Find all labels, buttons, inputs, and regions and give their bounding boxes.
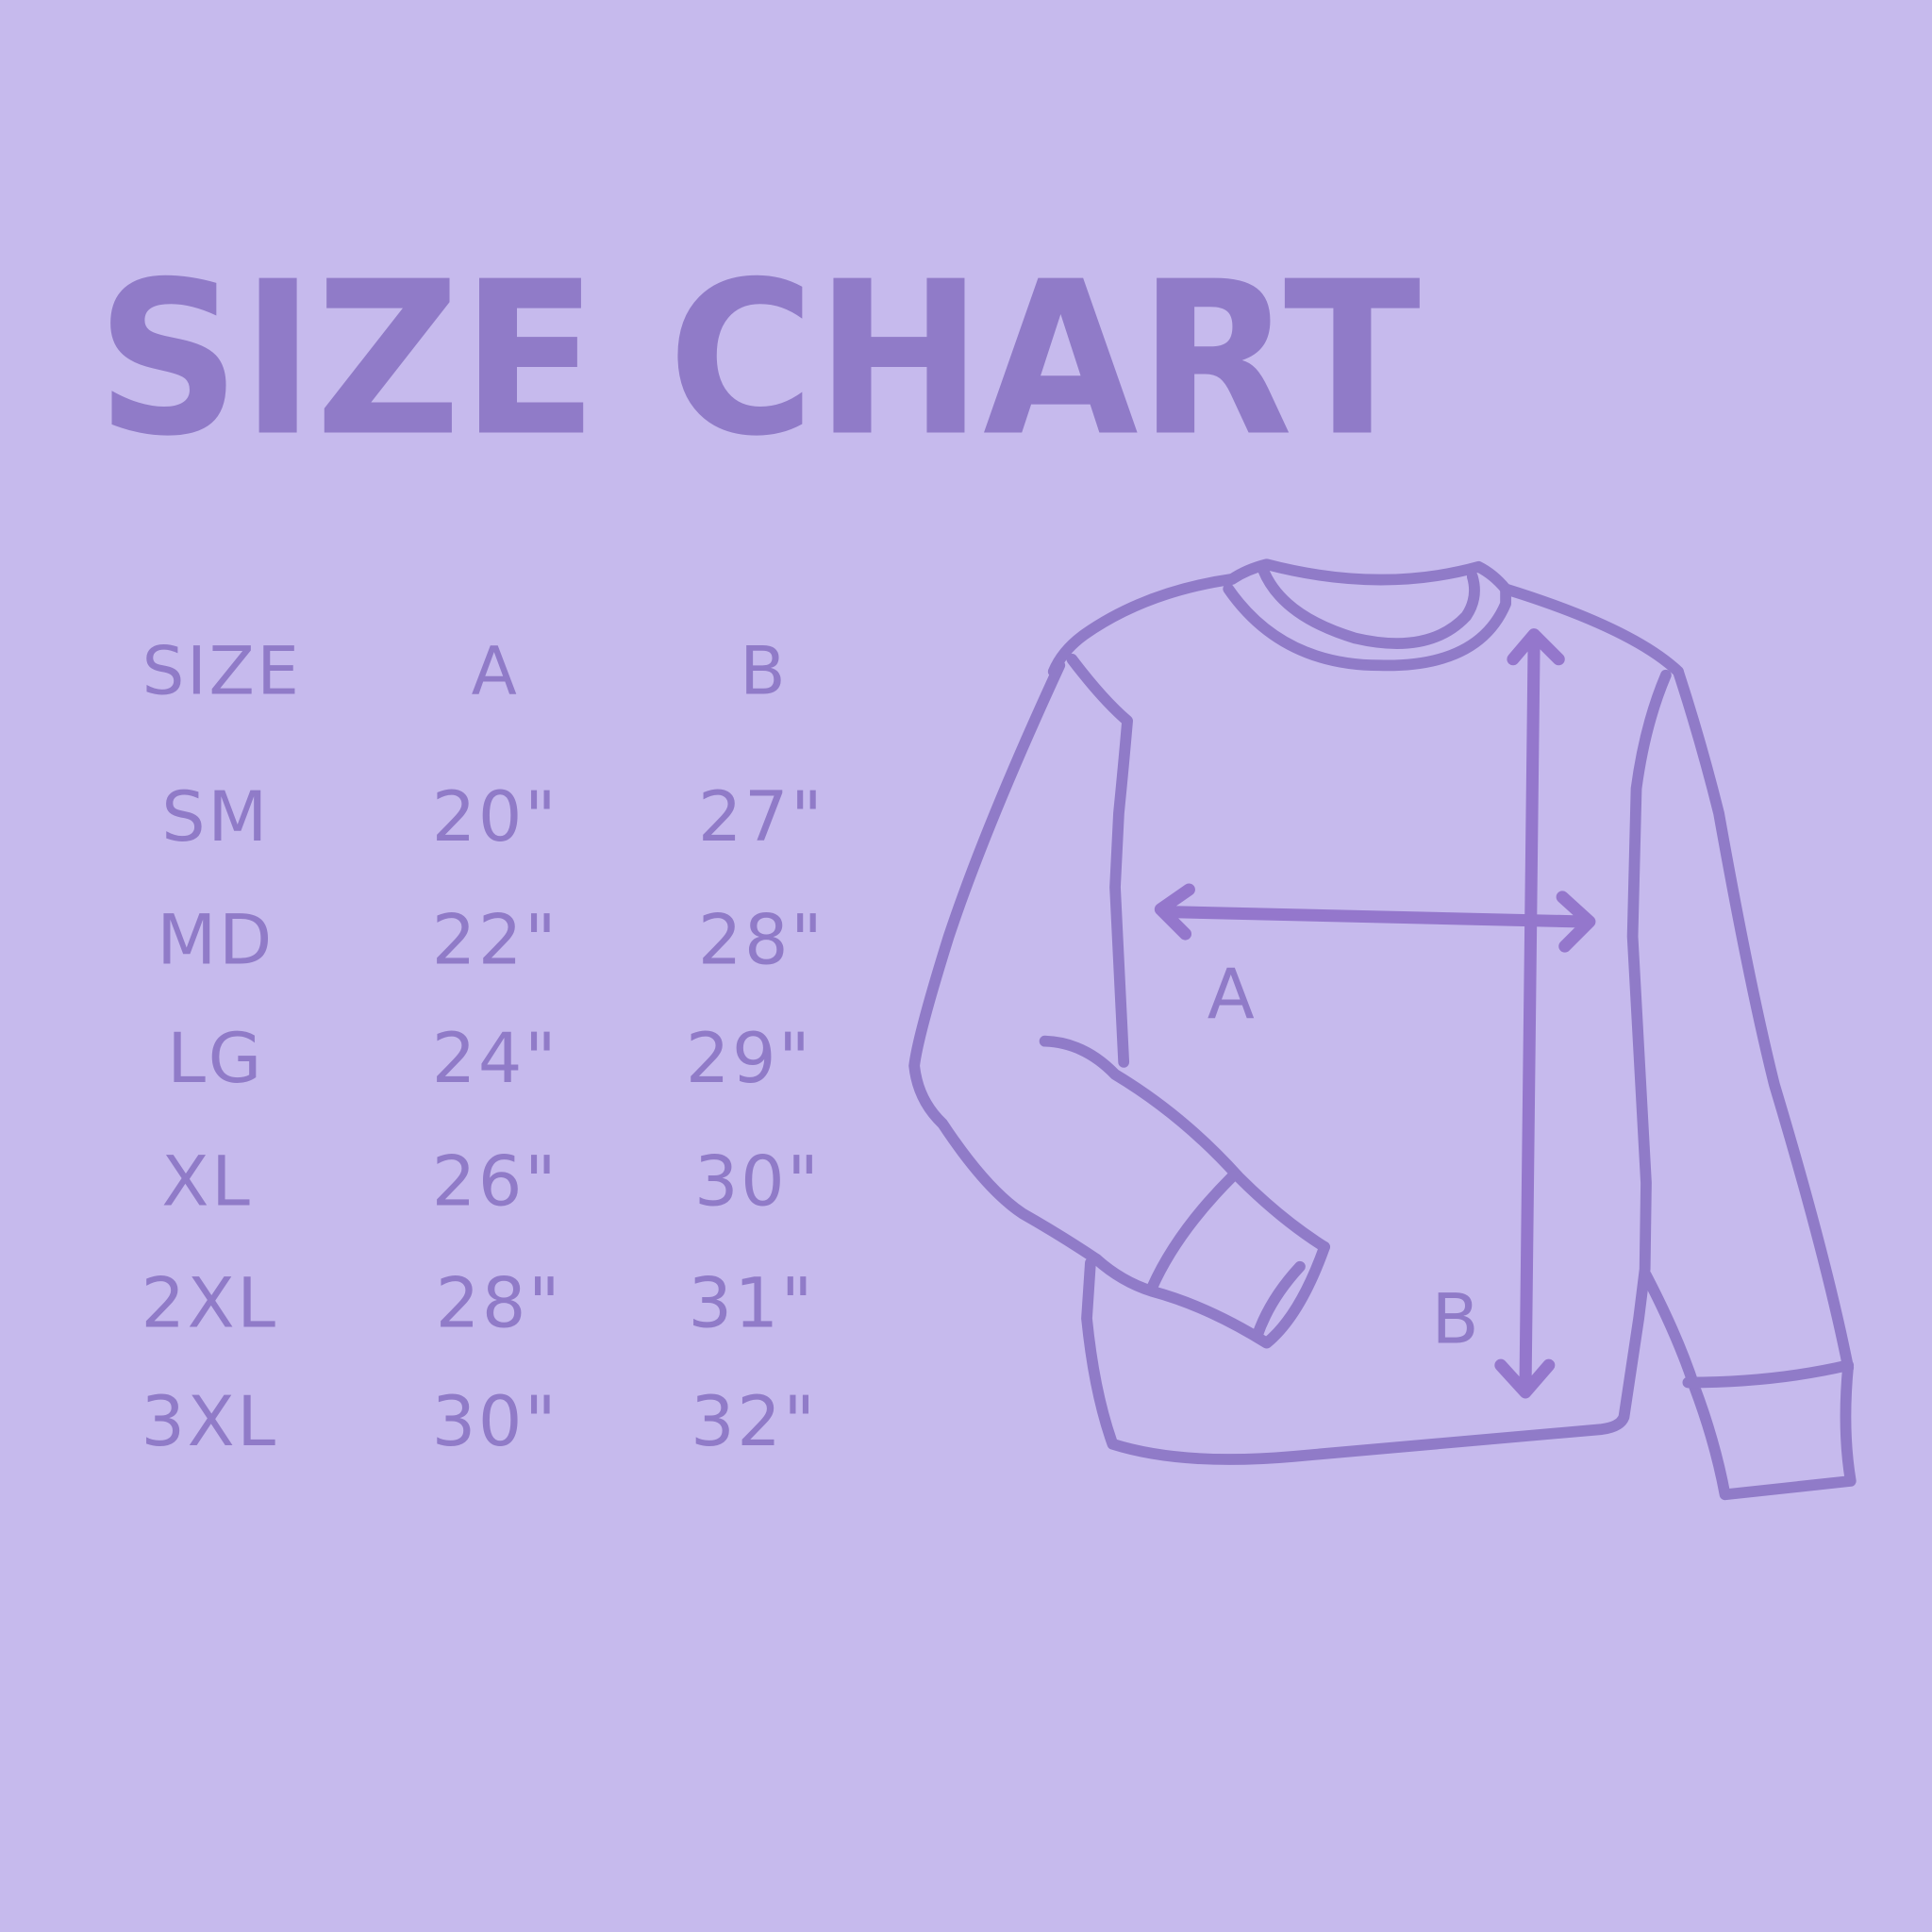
label-a: A [1208, 955, 1257, 1035]
sweatshirt-illustration: A B [908, 558, 1857, 1501]
size-cell: SM [161, 777, 270, 858]
neckline-inner [1257, 563, 1480, 649]
left-sleeve-outer [908, 659, 1103, 1265]
a-cell: 22" [432, 900, 559, 980]
left-cuff [1091, 1171, 1330, 1349]
neck-rib [1223, 583, 1511, 672]
left-sleeve-inner [1066, 653, 1133, 1068]
table-row: 2XL 28" 31" [141, 1264, 815, 1344]
a-cell: 26" [432, 1141, 559, 1222]
table-row: SM 20" 27" [161, 777, 825, 858]
size-cell: 2XL [141, 1264, 277, 1344]
a-cell: 28" [436, 1264, 563, 1344]
table-row: XL 26" 30" [161, 1141, 822, 1222]
size-cell: LG [167, 1019, 264, 1099]
right-shoulder [1500, 583, 1684, 677]
left-shoulder [1047, 573, 1238, 677]
header-b: B [740, 632, 788, 709]
b-cell: 27" [698, 777, 825, 858]
a-cell: 24" [432, 1019, 559, 1099]
right-sleeve-inner [1641, 1269, 1700, 1392]
right-cuff [1682, 1359, 1857, 1501]
left-forearm [1039, 1035, 1330, 1253]
size-cell: MD [157, 900, 275, 980]
a-cell: 30" [432, 1382, 559, 1462]
measurement-b-arrow [1494, 628, 1565, 1399]
b-cell: 28" [698, 900, 825, 980]
b-cell: 31" [688, 1264, 815, 1344]
page-title: SIZE CHART [96, 235, 1421, 482]
size-cell: XL [161, 1141, 252, 1222]
label-b: B [1431, 1280, 1481, 1360]
a-cell: 20" [432, 777, 559, 858]
right-sleeve-outer [1673, 665, 1855, 1374]
measurement-a-arrow [1154, 883, 1596, 953]
size-cell: 3XL [141, 1382, 277, 1462]
header-a: A [472, 632, 520, 709]
table-row: LG 24" 29" [167, 1019, 813, 1099]
collar-outline [1226, 558, 1511, 595]
header-size: SIZE [142, 632, 302, 709]
b-cell: 30" [694, 1141, 822, 1222]
table-row: 3XL 30" 32" [141, 1382, 818, 1462]
b-cell: 29" [686, 1019, 813, 1099]
size-table: SIZE A B SM 20" 27" MD 22" 28" LG 24" 29… [141, 632, 825, 1462]
body-outline [1081, 669, 1672, 1465]
b-cell: 32" [691, 1382, 818, 1462]
table-row: MD 22" 28" [157, 900, 825, 980]
